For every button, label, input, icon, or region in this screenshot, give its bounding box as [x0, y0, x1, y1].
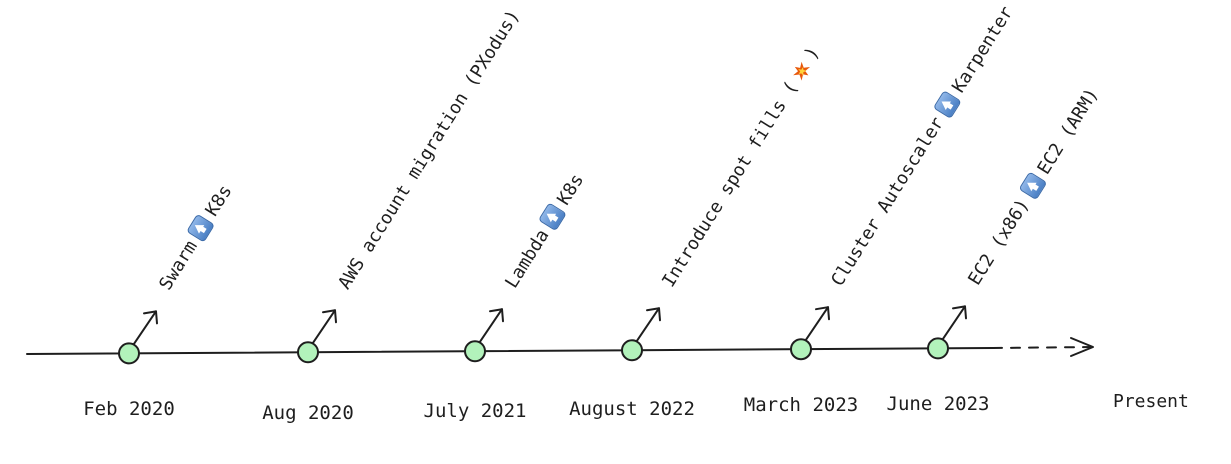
timeline-end-arrowhead — [1070, 337, 1094, 357]
event-arrow-shaft — [478, 308, 503, 345]
date-label: August 2022 — [569, 398, 695, 420]
event-arrow-head — [952, 305, 967, 320]
event-arrow-shaft — [635, 307, 660, 344]
timeline-node — [621, 339, 643, 362]
event-label: Introduce spot fills () — [658, 43, 824, 291]
event-arrow-head — [322, 309, 337, 324]
present-label: Present — [1113, 391, 1189, 412]
timeline-node — [790, 338, 812, 361]
event-arrow-shaft — [941, 305, 966, 342]
timeline-future-dashed — [992, 346, 1094, 349]
date-label: Aug 2020 — [262, 402, 354, 424]
date-label: Feb 2020 — [83, 398, 175, 420]
event-arrow-head — [815, 306, 830, 321]
event-arrow-head — [489, 308, 504, 323]
event-arrow-shaft — [804, 306, 829, 343]
timeline-node — [464, 340, 486, 363]
date-label: June 2023 — [886, 393, 990, 415]
event-arrow-head — [143, 310, 158, 325]
collision-icon — [789, 59, 814, 84]
date-label: July 2021 — [423, 400, 527, 422]
date-label: March 2023 — [743, 394, 859, 416]
event-arrow-shaft — [132, 310, 157, 347]
timeline-node — [927, 337, 949, 360]
event-arrow-shaft — [311, 309, 336, 346]
timeline-node — [297, 341, 319, 364]
timeline-node — [118, 342, 140, 365]
event-arrow-head — [646, 307, 661, 322]
timeline-axis — [26, 347, 994, 355]
